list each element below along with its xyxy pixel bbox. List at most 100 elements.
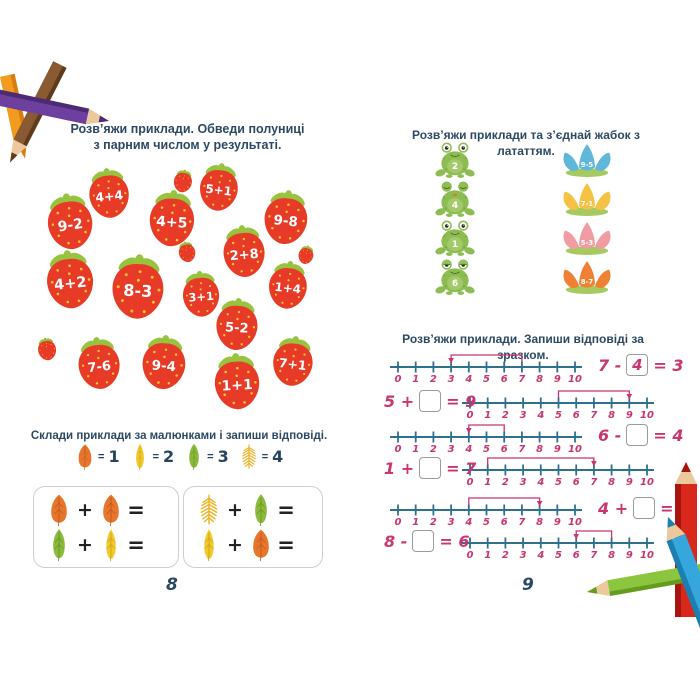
number-line: 0 1 2 3 4 5 6 7 8 9 10 [460,450,656,488]
svg-text:1: 1 [412,517,419,528]
svg-text:6: 6 [573,550,580,561]
number-line: 0 1 2 3 4 5 6 7 8 9 10 [388,490,584,528]
svg-text:1: 1 [412,374,419,385]
equation-lhs: 1 + [384,458,415,478]
svg-text:8: 8 [536,374,543,385]
green-leaf-icon [250,493,272,527]
svg-text:3: 3 [448,374,455,385]
svg-text:8: 8 [608,410,615,421]
answer-box[interactable] [412,530,435,552]
number-line: 0 1 2 3 4 5 6 7 8 9 10 [388,417,584,455]
green-leaf-icon [48,528,70,562]
leaf-sum-row: + = [44,528,172,562]
svg-text:10: 10 [640,550,654,561]
svg-text:9: 9 [554,374,561,385]
answer-box[interactable] [626,424,649,446]
legend-item: = 3 [185,443,229,471]
svg-text:3+1: 3+1 [188,289,214,305]
strawberry[interactable]: 2+8 [217,222,272,282]
equals-sign: = [127,532,145,557]
lily-pad[interactable]: 7-1 [560,181,614,217]
svg-text:10: 10 [568,374,582,385]
lily-pad[interactable]: 8-7 [560,259,614,295]
answer-box[interactable] [419,457,442,479]
svg-text:9: 9 [626,477,633,488]
purple-pencil-lead [98,115,109,124]
equation-rhs: = 9 [446,391,477,411]
strawberry[interactable]: 5+1 [193,160,245,217]
fern-leaf-icon [198,493,220,526]
strawberry[interactable]: 1+1 [208,350,265,413]
plus-sign: + [227,533,243,556]
strawberry[interactable]: 9-2 [39,188,101,255]
svg-text:0: 0 [395,517,402,528]
equation: 7 -4 = 3 [598,354,683,376]
svg-text:5: 5 [555,550,562,561]
lily-pad[interactable]: 9-5 [560,142,614,178]
svg-text:4: 4 [464,444,472,455]
svg-text:8: 8 [608,477,615,488]
legend-value: 1 [108,447,120,466]
svg-text:3: 3 [520,477,527,488]
page-number-right: 9 [522,575,534,595]
equation-lhs: 7 - [598,355,622,375]
leaf-exercise-title: Склади приклади за малюнками і запиши ві… [30,430,328,442]
legend-value: 3 [217,447,229,466]
equation-lhs: 6 - [598,425,622,445]
svg-text:9: 9 [554,444,561,455]
svg-text:1: 1 [484,410,491,421]
red-pencil-tip [675,462,697,484]
number-line: 0 1 2 3 4 5 6 7 8 9 10 [388,347,584,385]
equation-rhs: = 3 [653,355,684,375]
strawberry[interactable]: 4+5 [143,187,201,251]
svg-text:7: 7 [590,410,597,421]
frog[interactable]: 6 [433,258,477,296]
strawberry[interactable]: 1+4 [262,258,313,314]
red-pencil-lead [681,462,691,472]
svg-text:9: 9 [554,517,561,528]
frog[interactable]: 1 [433,219,477,257]
leaf-sum-box-2: + = + = [183,486,323,568]
svg-text:7-6: 7-6 [87,359,112,376]
answer-box[interactable] [633,497,656,519]
yellow-leaf-icon [198,528,220,562]
svg-text:7: 7 [590,550,597,561]
svg-text:2: 2 [502,550,509,561]
svg-text:6: 6 [452,279,458,289]
svg-text:5: 5 [555,410,562,421]
svg-text:0: 0 [467,477,474,488]
strawberry[interactable]: 7-6 [71,334,127,395]
equation: 6 - = 4 [598,424,683,446]
svg-text:9-5: 9-5 [581,161,594,169]
svg-text:8-7: 8-7 [581,278,594,286]
svg-text:7: 7 [518,374,525,385]
svg-text:2: 2 [430,517,437,528]
svg-text:3: 3 [448,444,455,455]
green-pencil-lead [586,587,597,596]
answer-box[interactable] [419,390,442,412]
lily-pad[interactable]: 5-3 [560,220,614,256]
answer-box[interactable]: 4 [626,354,649,376]
svg-text:5+1: 5+1 [205,182,233,199]
leaf-sum-row: + = [44,493,172,527]
strawberry[interactable]: 5-2 [210,295,264,354]
strawberry[interactable]: 9-4 [136,332,192,394]
frog[interactable]: 4 [433,180,477,218]
strawberry[interactable]: 4+2 [39,246,101,314]
svg-text:6: 6 [501,444,508,455]
equation-lhs: 4 + [598,498,629,518]
legend-equals: = [261,450,269,463]
svg-text:2: 2 [502,477,509,488]
strawberry[interactable]: 7+1 [266,332,320,391]
strawberry[interactable]: 8-3 [105,252,171,325]
green-pencil-wood [586,580,610,600]
strawberry[interactable]: 9-8 [257,186,315,249]
strawberry[interactable]: 4+4 [82,165,135,223]
frog[interactable]: 2 [433,141,477,179]
svg-text:7+1: 7+1 [278,355,307,373]
svg-text:1+4: 1+4 [274,280,302,297]
left-title-line2: з парним числом у результаті. [93,138,282,153]
strawberry[interactable]: 3+1 [177,269,224,321]
number-line: 0 1 2 3 4 5 6 7 8 9 10 [460,383,656,421]
svg-text:4: 4 [464,374,472,385]
